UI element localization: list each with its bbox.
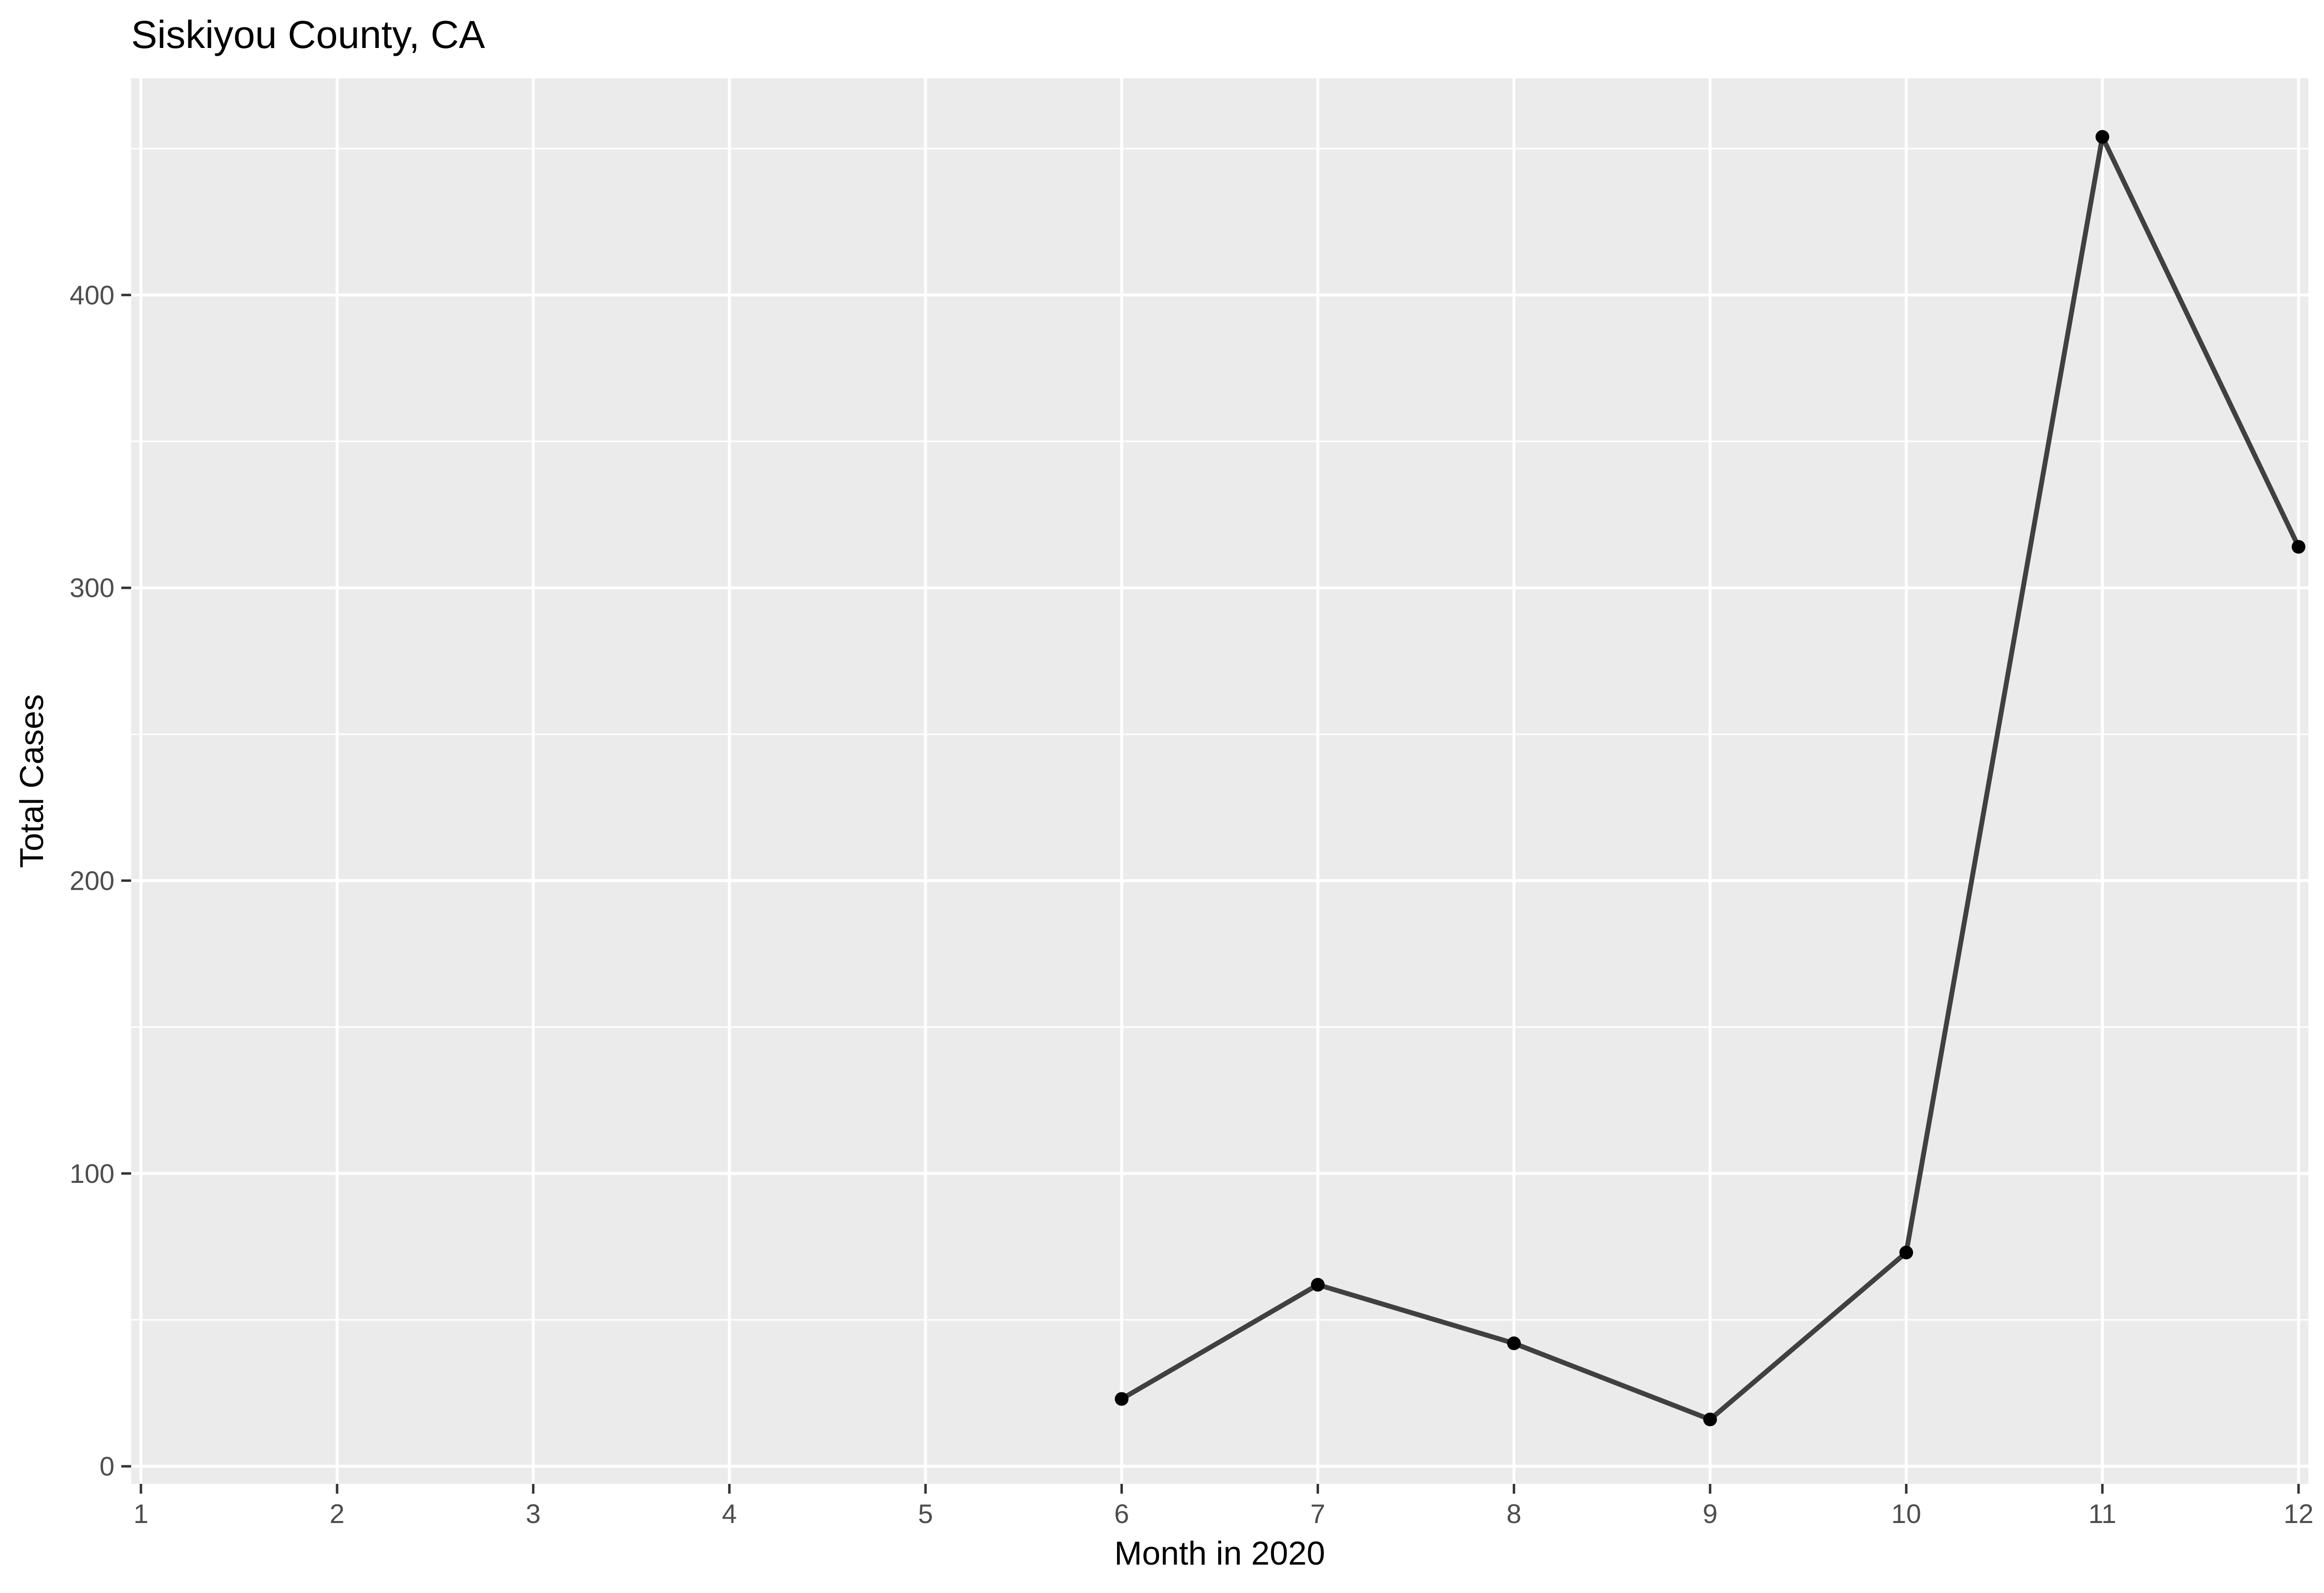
- y-tick-label: 100: [69, 1158, 114, 1189]
- x-tick-label: 7: [1310, 1499, 1325, 1529]
- x-tick-label: 9: [1703, 1499, 1718, 1529]
- x-tick-label: 1: [134, 1499, 149, 1529]
- data-point: [2096, 130, 2110, 144]
- chart-title: Siskiyou County, CA: [131, 13, 485, 56]
- plot-panel: [131, 78, 2308, 1484]
- x-tick-label: 11: [2088, 1499, 2116, 1529]
- x-tick-label: 4: [722, 1499, 737, 1529]
- x-tick-label: 12: [2283, 1499, 2313, 1529]
- x-tick-label: 6: [1114, 1499, 1129, 1529]
- x-tick-label: 2: [330, 1499, 345, 1529]
- data-point: [1507, 1336, 1521, 1350]
- series-layer: [1115, 130, 2305, 1427]
- y-tick-label: 300: [69, 573, 114, 603]
- data-point: [2291, 540, 2305, 554]
- x-tick-label: 5: [918, 1499, 933, 1529]
- data-point: [1899, 1246, 1914, 1260]
- data-point: [1311, 1278, 1325, 1292]
- x-tick-label: 3: [526, 1499, 541, 1529]
- x-axis-title: Month in 2020: [1115, 1535, 1325, 1572]
- data-point: [1115, 1392, 1129, 1406]
- x-tick-label: 8: [1506, 1499, 1522, 1529]
- y-axis-title: Total Cases: [13, 694, 50, 868]
- x-tick-label: 10: [1891, 1499, 1921, 1529]
- major-gridlines: [131, 78, 2308, 1484]
- data-point: [1703, 1412, 1717, 1427]
- y-tick-label: 0: [99, 1451, 114, 1481]
- y-tick-label: 400: [69, 280, 114, 310]
- y-tick-label: 200: [69, 865, 114, 896]
